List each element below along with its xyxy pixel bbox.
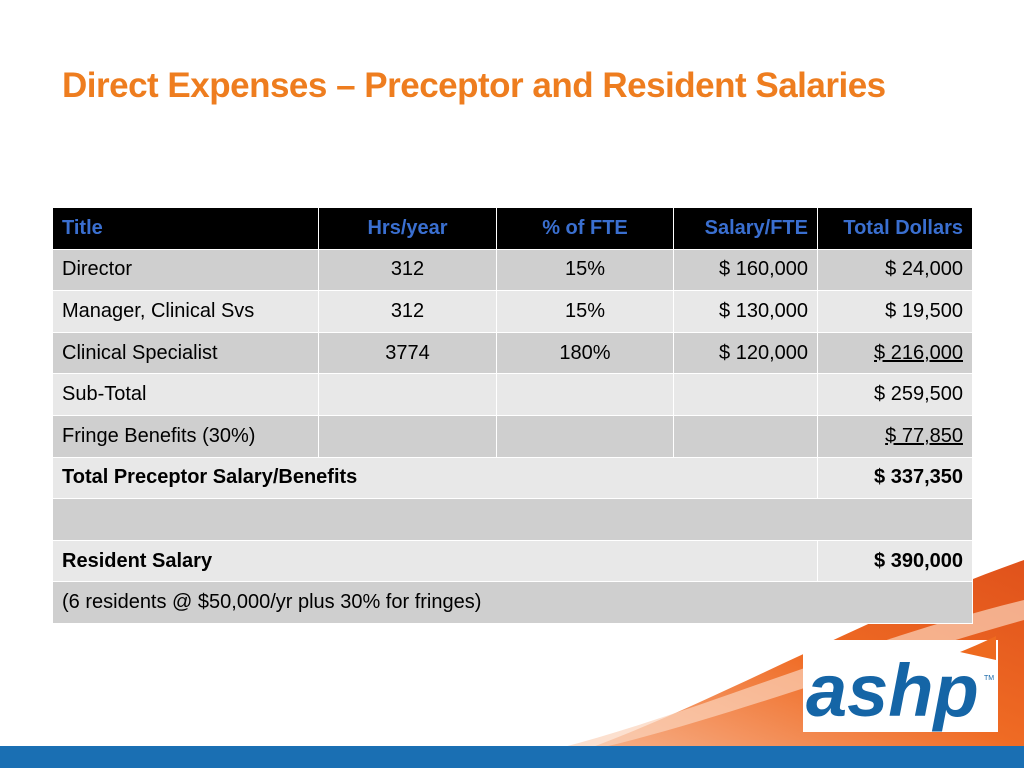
salary-table: Title Hrs/year % of FTE Salary/FTE Total…: [52, 207, 973, 624]
row-total-dollars: $ 24,000: [817, 248, 973, 292]
empty-cell: [673, 373, 818, 416]
column-header-hrs-year: Hrs/year: [318, 207, 497, 250]
table-row: Manager, Clinical Svs 312 15% $ 130,000 …: [52, 290, 973, 333]
column-header-fte-percent: % of FTE: [496, 207, 674, 250]
ashp-logo: ashp TM: [803, 636, 998, 732]
resident-note-row: (6 residents @ $50,000/yr plus 30% for f…: [52, 581, 973, 624]
resident-salary-value: $ 390,000: [817, 539, 973, 583]
row-total-dollars: $ 216,000: [817, 331, 973, 375]
row-title: Fringe Benefits (30%): [52, 414, 319, 458]
column-header-salary-fte: Salary/FTE: [673, 207, 818, 250]
row-salary-fte: $ 120,000: [673, 331, 818, 375]
empty-cell: [673, 414, 818, 458]
column-header-title: Title: [52, 207, 319, 250]
bottom-blue-bar: [0, 746, 1024, 768]
empty-cell: [318, 373, 497, 416]
resident-note: (6 residents @ $50,000/yr plus 30% for f…: [52, 581, 973, 624]
row-hrs-year: 312: [318, 248, 497, 292]
row-title: Clinical Specialist: [52, 331, 319, 375]
total-preceptor-label: Total Preceptor Salary/Benefits: [52, 456, 818, 500]
resident-salary-label: Resident Salary: [52, 539, 818, 583]
table-row: Fringe Benefits (30%) $ 77,850: [52, 414, 973, 458]
logo-trademark: TM: [984, 675, 994, 682]
empty-cell: [52, 498, 973, 541]
empty-cell: [496, 373, 674, 416]
table-header-row: Title Hrs/year % of FTE Salary/FTE Total…: [52, 207, 973, 250]
row-fte-percent: 15%: [496, 248, 674, 292]
resident-salary-row: Resident Salary $ 390,000: [52, 539, 973, 583]
row-title: Director: [52, 248, 319, 292]
empty-cell: [496, 414, 674, 458]
spacer-row: [52, 498, 973, 541]
column-header-total-dollars: Total Dollars: [817, 207, 973, 250]
row-title: Sub-Total: [52, 373, 319, 416]
orange-swoosh-light: [560, 600, 1024, 748]
total-preceptor-value: $ 337,350: [817, 456, 973, 500]
row-fte-percent: 180%: [496, 331, 674, 375]
total-preceptor-row: Total Preceptor Salary/Benefits $ 337,35…: [52, 456, 973, 500]
row-hrs-year: 312: [318, 290, 497, 333]
logo-wordmark: ashp: [806, 649, 979, 732]
row-total-dollars: $ 77,850: [817, 414, 973, 458]
row-salary-fte: $ 160,000: [673, 248, 818, 292]
row-total-dollars: $ 259,500: [817, 373, 973, 416]
row-title: Manager, Clinical Svs: [52, 290, 319, 333]
empty-cell: [318, 414, 497, 458]
row-salary-fte: $ 130,000: [673, 290, 818, 333]
row-fte-percent: 15%: [496, 290, 674, 333]
row-total-dollars: $ 19,500: [817, 290, 973, 333]
table-row: Clinical Specialist 3774 180% $ 120,000 …: [52, 331, 973, 375]
table-row: Director 312 15% $ 160,000 $ 24,000: [52, 248, 973, 292]
row-hrs-year: 3774: [318, 331, 497, 375]
table-row: Sub-Total $ 259,500: [52, 373, 973, 416]
page-title: Direct Expenses – Preceptor and Resident…: [62, 66, 886, 105]
